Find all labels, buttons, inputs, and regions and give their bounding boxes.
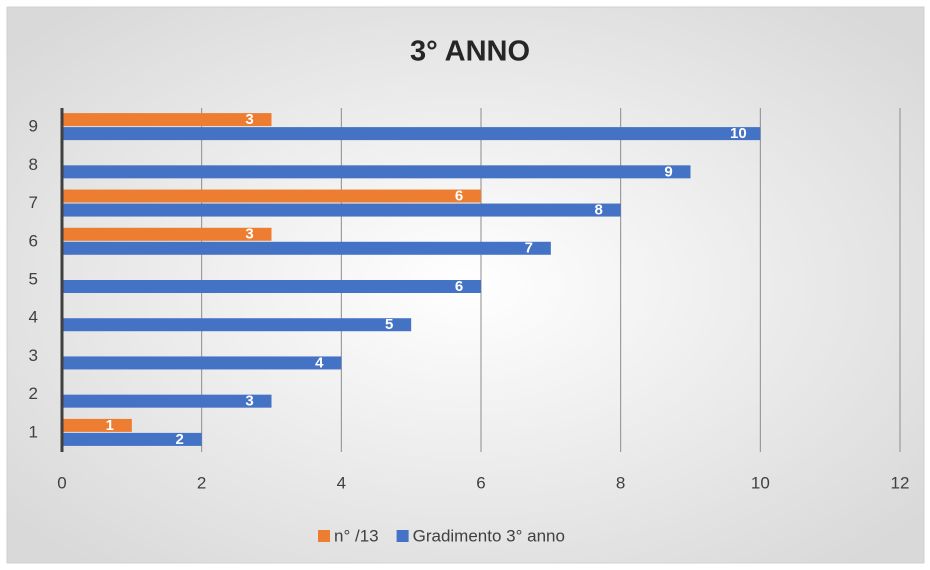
y-tick-label: 8 [29,155,38,174]
bar [62,203,621,217]
x-tick-label: 12 [891,473,910,492]
bar [62,127,761,141]
bar [62,165,691,179]
x-tick-label: 6 [476,473,485,492]
value-label: 1 [106,417,114,434]
legend-swatch [396,530,409,542]
value-label: 5 [385,316,393,333]
x-tick-label: 10 [751,473,770,492]
bar [62,241,551,255]
value-label: 2 [175,431,183,448]
bar [62,227,272,241]
value-label: 10 [730,125,747,142]
y-tick-label: 3 [29,346,38,365]
bar [62,432,202,446]
x-tick-label: 2 [197,473,206,492]
value-label: 8 [594,202,602,219]
value-label: 4 [315,354,324,371]
x-tick-label: 4 [337,473,346,492]
y-tick-label: 7 [29,193,38,212]
x-tick-label: 0 [57,473,66,492]
bar [62,113,272,127]
bar [62,280,481,293]
bar [62,189,481,203]
y-tick-label: 2 [29,384,38,403]
y-tick-label: 1 [29,422,38,441]
x-tick-label: 8 [616,473,625,492]
bar [62,418,132,432]
value-label: 6 [455,188,463,205]
bar [62,394,272,408]
y-tick-label: 6 [29,231,38,250]
value-label: 6 [455,278,463,295]
y-tick-label: 9 [29,117,38,136]
value-label: 7 [525,240,533,257]
y-tick-label: 5 [29,269,38,288]
legend-label: Gradimento 3° anno [413,526,565,545]
value-label: 3 [245,226,253,243]
y-tick-label: 4 [29,308,38,327]
bar [62,356,342,370]
value-label: 9 [664,163,672,180]
legend-label: n° /13 [334,526,379,545]
value-label: 3 [245,393,253,410]
legend-swatch [318,530,330,542]
chart-title: 3° ANNO [410,36,530,68]
bar [62,318,412,332]
value-label: 3 [245,111,253,128]
